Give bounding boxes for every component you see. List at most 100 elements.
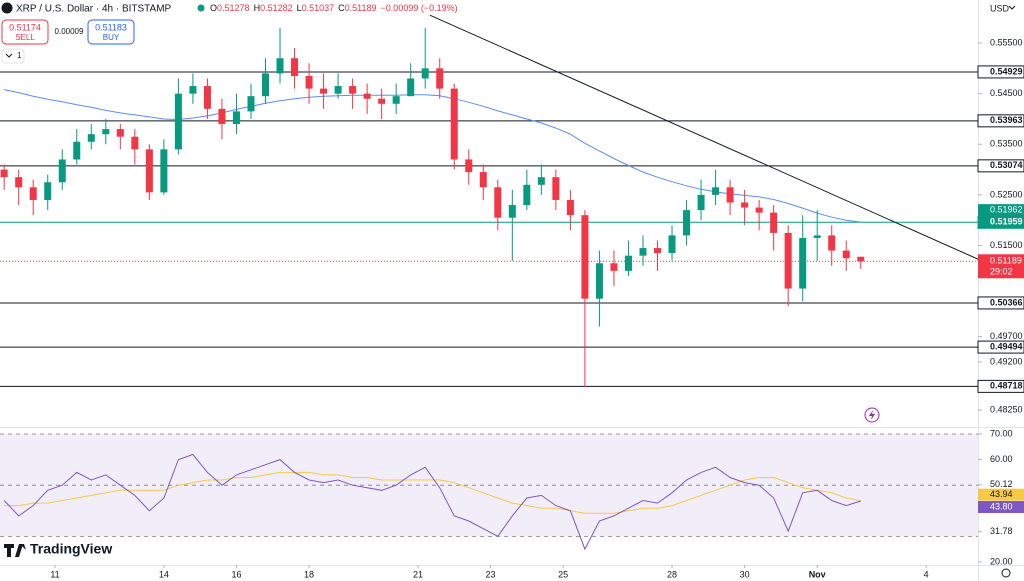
candle-body xyxy=(712,187,720,195)
rsi-tick-label: 60.00 xyxy=(990,454,1013,464)
candle-body xyxy=(291,58,299,76)
candle-body xyxy=(683,210,691,236)
x-tick-label: 4 xyxy=(924,569,929,579)
level-label-box xyxy=(977,296,1024,310)
candle-body xyxy=(799,237,807,289)
rsi-tick-label: 50.12 xyxy=(990,479,1013,489)
y-tick-label: 0.53500 xyxy=(990,139,1023,149)
level-label-box xyxy=(977,215,1024,229)
ohlc-readout: O0.51278 H0.51282 L0.51037 C0.51189 −0.00099… xyxy=(210,3,458,13)
event-icon[interactable] xyxy=(864,407,880,423)
ohlc-part: H xyxy=(254,3,261,13)
candle-body xyxy=(465,159,473,173)
candle-body xyxy=(668,235,676,254)
x-tick-label: 11 xyxy=(50,569,59,579)
sell-label: SELL xyxy=(15,33,35,42)
rsi-value-box xyxy=(978,488,1024,501)
candle-body xyxy=(828,235,836,251)
x-tick-label: 23 xyxy=(486,569,496,579)
logo-text: TradingView xyxy=(30,541,112,557)
candle-body xyxy=(523,184,531,206)
candle-body xyxy=(726,187,734,203)
candle-body xyxy=(770,212,778,233)
candle-body xyxy=(174,93,182,150)
rsi-value-box xyxy=(978,501,1024,514)
candle-body xyxy=(145,149,153,193)
buy-button[interactable] xyxy=(87,19,135,45)
candle-body xyxy=(842,250,850,259)
ohlc-part: L xyxy=(297,3,302,13)
candle-body xyxy=(305,75,313,89)
level-label: 0.49494 xyxy=(990,341,1023,351)
y-tick-label: 0.51500 xyxy=(990,240,1023,250)
candle-body xyxy=(508,205,516,218)
candle-body xyxy=(232,111,240,125)
candle-body xyxy=(407,78,415,97)
rsi-tick-label: 70.00 xyxy=(990,428,1013,438)
candle-body xyxy=(581,215,589,299)
candle-body xyxy=(784,232,792,289)
level-label-box xyxy=(977,159,1024,173)
symbol-title: XRP / U.S. Dollar · 4h · BITSTAMP xyxy=(16,4,172,15)
x-tick-label: 18 xyxy=(304,569,314,579)
indicator-count: 1 xyxy=(17,51,22,60)
candle-body xyxy=(262,73,270,97)
candle-body xyxy=(203,86,211,109)
indicator-toggle[interactable] xyxy=(1,48,25,64)
ohlc-part: 0.51278 xyxy=(217,3,250,13)
last-price-box xyxy=(978,254,1024,279)
y-tick-label: 0.49200 xyxy=(990,356,1023,366)
spread: 0.00009 xyxy=(55,27,84,36)
candle-body xyxy=(755,207,763,213)
candle-body xyxy=(320,88,328,94)
level-label-box xyxy=(977,340,1024,354)
rsi-line xyxy=(3,453,861,551)
trendline xyxy=(429,14,986,263)
candle-body xyxy=(813,235,821,238)
rsi-value-label: 43.80 xyxy=(990,501,1013,511)
y-tick-label: 0.49700 xyxy=(990,331,1023,341)
candle-body xyxy=(479,172,487,188)
candle-body xyxy=(610,263,618,271)
level-label-box xyxy=(977,65,1024,79)
symbol-icon xyxy=(1,2,13,14)
candle-body xyxy=(741,202,749,208)
candle-body xyxy=(494,187,502,218)
ohlc-part: 0.51189 xyxy=(345,3,377,13)
candle-body xyxy=(421,68,429,79)
y-tick-label: 0.52500 xyxy=(990,189,1023,199)
candle-body xyxy=(624,255,632,271)
candle-body xyxy=(73,141,81,160)
x-tick-label: Nov xyxy=(809,569,826,579)
candle-body xyxy=(102,129,110,135)
x-tick-label: 16 xyxy=(231,569,241,579)
sell-button[interactable] xyxy=(1,19,49,45)
settings-icon[interactable] xyxy=(1001,568,1011,578)
candle-body xyxy=(697,194,705,211)
candle-body xyxy=(566,199,574,216)
currency: USD xyxy=(990,3,1010,13)
plot-area: 0.55500 0.54500 0.53500 0.52500 0.51500 0.497… xyxy=(0,14,1023,579)
x-tick-label: 14 xyxy=(159,569,169,579)
candle-body xyxy=(537,177,545,185)
candle-body xyxy=(436,68,444,89)
x-tick-label: 25 xyxy=(558,569,568,579)
y-tick-label: 0.54500 xyxy=(990,88,1023,98)
currency-chevron xyxy=(1008,5,1016,10)
level-label: 0.48718 xyxy=(990,381,1023,391)
candle-body xyxy=(160,149,168,193)
x-tick-label: 28 xyxy=(667,569,677,579)
ma-label-box xyxy=(978,204,1024,217)
buy-label: BUY xyxy=(103,33,120,42)
candle-body xyxy=(450,88,458,160)
ohlc-part: C xyxy=(338,3,345,13)
buy-price: 0.51183 xyxy=(95,22,127,32)
candle-body xyxy=(15,177,23,188)
candle-body xyxy=(639,248,647,256)
candle-body xyxy=(87,134,95,142)
rsi-tick-label: 31.78 xyxy=(990,526,1013,536)
level-label: 0.53074 xyxy=(990,160,1023,170)
candle-body xyxy=(218,108,226,125)
